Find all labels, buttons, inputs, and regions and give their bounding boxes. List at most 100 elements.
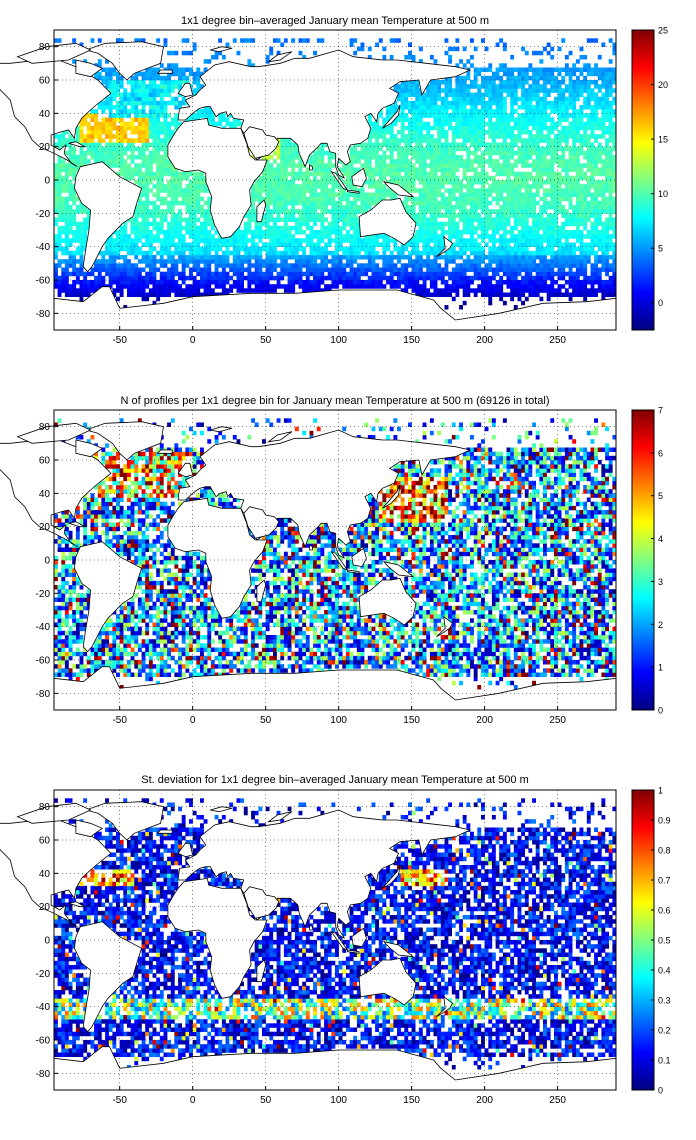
data-cell xyxy=(178,288,182,293)
data-cell xyxy=(101,150,106,156)
data-cell xyxy=(495,188,500,193)
data-cell xyxy=(119,100,124,106)
data-cell xyxy=(152,255,157,260)
data-cell xyxy=(145,184,150,189)
data-cell xyxy=(389,275,394,281)
data-cell xyxy=(130,230,135,235)
data-cell xyxy=(455,130,460,135)
data-cell xyxy=(152,117,157,122)
data-cell xyxy=(101,280,106,285)
data-cell xyxy=(470,234,474,239)
data-cell xyxy=(448,121,452,127)
data-cell xyxy=(433,159,438,164)
data-cell xyxy=(320,225,325,231)
data-cell xyxy=(539,205,544,210)
data-cell xyxy=(451,242,456,247)
data-cell xyxy=(477,192,482,197)
data-cell xyxy=(210,292,215,297)
data-cell xyxy=(137,96,142,102)
data-cell xyxy=(415,155,420,160)
data-cell xyxy=(433,267,438,272)
data-cell xyxy=(488,292,493,297)
data-cell xyxy=(291,267,296,272)
data-cell xyxy=(583,284,588,289)
data-cell xyxy=(287,225,292,231)
data-cell xyxy=(528,205,533,210)
data-cell xyxy=(437,263,442,268)
data-cell xyxy=(342,221,347,227)
data-cell xyxy=(455,288,460,293)
data-cell xyxy=(590,180,595,185)
data-cell xyxy=(185,246,190,252)
data-cell xyxy=(605,159,609,164)
data-cell xyxy=(137,271,142,277)
data-cell xyxy=(433,125,438,131)
data-cell xyxy=(342,171,347,177)
data-cell xyxy=(543,200,547,206)
data-cell xyxy=(506,217,511,222)
data-cell xyxy=(57,163,62,168)
data-cell xyxy=(349,217,354,222)
data-cell xyxy=(473,155,478,160)
data-cell xyxy=(349,175,354,181)
data-cell xyxy=(543,146,547,152)
data-cell xyxy=(163,242,168,247)
data-cell xyxy=(444,159,449,164)
data-cell xyxy=(75,275,80,281)
data-cell xyxy=(528,192,533,197)
data-cell xyxy=(495,150,500,156)
data-cell xyxy=(207,246,212,252)
data-cell xyxy=(203,250,208,256)
data-cell xyxy=(178,255,182,260)
data-cell xyxy=(119,234,124,239)
data-cell xyxy=(521,175,525,181)
data-cell xyxy=(517,188,522,193)
data-cell xyxy=(477,284,482,289)
data-cell xyxy=(597,255,602,260)
data-cell xyxy=(185,184,190,189)
data-cell xyxy=(371,134,376,139)
data-cell xyxy=(371,121,376,127)
data-cell xyxy=(572,184,577,189)
data-cell xyxy=(433,275,438,281)
data-cell xyxy=(397,130,401,135)
data-cell xyxy=(539,180,544,185)
data-cell xyxy=(137,113,142,118)
data-cell xyxy=(64,205,69,210)
data-cell xyxy=(320,175,325,181)
data-cell xyxy=(411,105,416,110)
data-cell xyxy=(364,284,369,289)
data-cell xyxy=(590,196,595,202)
data-cell xyxy=(276,171,281,177)
data-cell xyxy=(61,284,66,289)
data-cell xyxy=(550,171,555,177)
data-cell xyxy=(72,200,77,206)
data-cell xyxy=(608,167,613,172)
data-cell xyxy=(148,163,153,168)
data-cell xyxy=(287,288,292,293)
data-cell xyxy=(61,250,66,256)
data-cell xyxy=(433,142,438,147)
data-cell xyxy=(287,246,292,252)
data-cell xyxy=(429,125,434,131)
data-cell xyxy=(189,242,193,247)
data-cell xyxy=(506,167,511,172)
data-cell xyxy=(68,134,73,139)
data-cell xyxy=(349,221,354,227)
data-cell xyxy=(422,113,427,118)
data-cell xyxy=(298,284,303,289)
data-cell xyxy=(459,271,463,277)
data-cell xyxy=(247,271,252,277)
data-cell xyxy=(156,259,161,264)
data-cell xyxy=(251,205,255,210)
data-cell xyxy=(524,288,529,293)
data-cell xyxy=(273,205,277,210)
data-cell xyxy=(178,175,182,181)
data-cell xyxy=(386,246,390,252)
data-cell xyxy=(543,117,547,122)
data-cell xyxy=(521,250,525,256)
data-cell xyxy=(612,225,617,231)
data-cell xyxy=(455,134,460,139)
data-cell xyxy=(605,196,609,202)
data-cell xyxy=(90,134,95,139)
